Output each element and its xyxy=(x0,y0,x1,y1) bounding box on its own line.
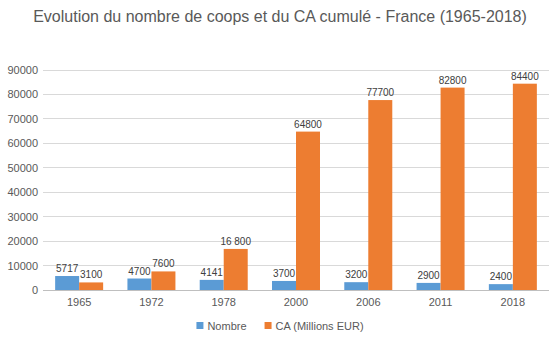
y-tick-label: 30000 xyxy=(7,211,38,223)
data-label: 3100 xyxy=(80,269,103,280)
title: Evolution du nombre de coops et du CA cu… xyxy=(33,8,527,25)
y-tick-label: 40000 xyxy=(7,186,38,198)
y-tick-label: 20000 xyxy=(7,235,38,247)
x-tick-label: 2011 xyxy=(429,296,453,308)
bar xyxy=(368,100,392,290)
legend-label: Nombre xyxy=(207,320,246,332)
data-label: 77700 xyxy=(366,87,394,98)
x-tick-label: 2006 xyxy=(356,296,380,308)
y-tick-label: 90000 xyxy=(7,64,38,76)
bar xyxy=(151,271,175,290)
data-label: 2400 xyxy=(490,271,513,282)
legend: Nombre CA (Millions EUR) xyxy=(196,320,363,332)
data-label: 4700 xyxy=(128,266,151,277)
grid xyxy=(43,70,549,290)
y-tick-label: 50000 xyxy=(7,162,38,174)
data-label: 3700 xyxy=(273,268,296,279)
bar xyxy=(272,281,296,290)
y-tick-label: 80000 xyxy=(7,88,38,100)
data-label: 64800 xyxy=(294,119,322,130)
bar xyxy=(79,282,103,290)
legend-label: CA (Millions EUR) xyxy=(276,320,364,332)
bar xyxy=(441,88,465,290)
bar xyxy=(200,280,224,290)
bar xyxy=(344,282,368,290)
legend-swatch xyxy=(196,322,203,329)
bar xyxy=(489,284,513,290)
bar xyxy=(296,132,320,290)
data-label: 2900 xyxy=(417,270,440,281)
y-tick-label: 60000 xyxy=(7,137,38,149)
bar xyxy=(224,249,248,290)
legend-swatch xyxy=(265,322,272,329)
grid-line xyxy=(43,70,549,71)
x-tick-label: 1972 xyxy=(139,296,163,308)
bar xyxy=(55,276,79,290)
data-labels: 5717 4700 4141 3700 3200 2900 2400 3100 7600 16 8… xyxy=(56,71,539,282)
data-label: 16 800 xyxy=(220,236,251,247)
chart: Evolution du nombre de coops et du CA cu… xyxy=(0,0,560,351)
x-tick-label: 2000 xyxy=(284,296,308,308)
grid-line xyxy=(43,94,549,95)
x-tick-label: 1965 xyxy=(67,296,91,308)
y-tick-label: 0 xyxy=(32,284,38,296)
bar xyxy=(513,84,537,290)
x-tick-label: 1978 xyxy=(211,296,235,308)
data-label: 4141 xyxy=(201,267,224,278)
title-line: Evolution du nombre de coops et du CA cu… xyxy=(33,8,527,25)
bar xyxy=(127,279,151,290)
x-tick-label: 2018 xyxy=(501,296,525,308)
y-tick-label: 10000 xyxy=(7,260,38,272)
data-label: 7600 xyxy=(152,258,175,269)
background xyxy=(0,0,560,351)
data-label: 3200 xyxy=(345,269,368,280)
y-tick-label: 70000 xyxy=(7,113,38,125)
bars xyxy=(55,84,537,290)
bar xyxy=(417,283,441,290)
data-label: 5717 xyxy=(56,263,79,274)
data-label: 84400 xyxy=(511,71,539,82)
data-label: 82800 xyxy=(439,75,467,86)
